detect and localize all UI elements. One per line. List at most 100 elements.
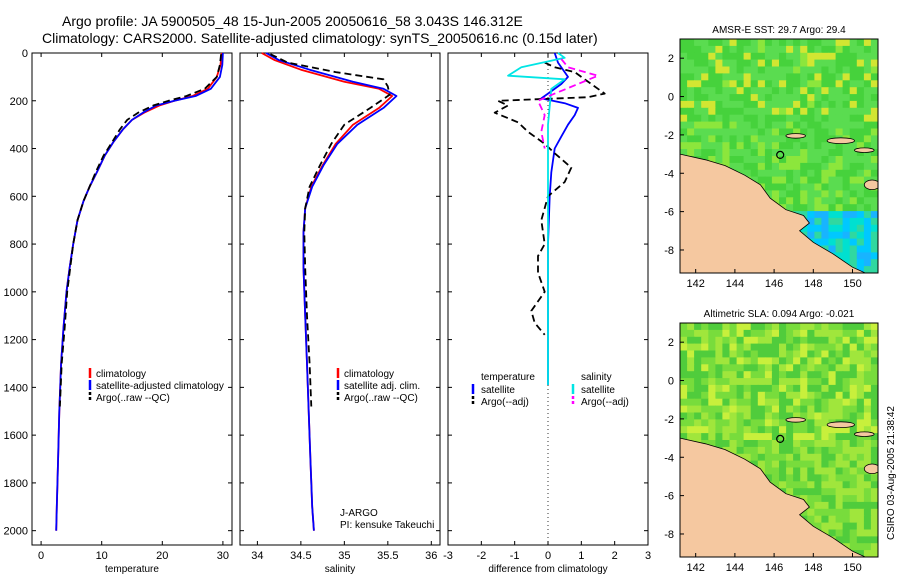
map-cell [800,426,808,434]
map-cell [694,433,702,441]
map-cell [750,426,759,434]
map-cell [729,336,738,345]
map-cell [757,440,766,448]
map-cell [701,343,709,352]
map-cell [835,66,844,74]
map-cell [842,169,851,178]
map-cell [842,211,851,219]
map-cell [807,488,815,496]
map-cell [856,190,865,198]
map-cell [849,52,858,61]
map-cell [687,419,695,427]
map-cell [856,176,865,185]
map-cell [856,323,865,331]
map-cell [856,259,865,267]
map-cell [814,66,823,74]
map-cell [835,156,844,164]
map-cell [743,169,752,178]
map-cell [800,59,808,68]
map-cell [680,142,688,150]
map-cell [729,433,738,441]
map-cell [842,481,851,489]
map-cell [750,100,759,109]
map-cell [870,94,878,102]
map-cell [870,343,878,352]
map-cell [800,73,808,81]
map-cell [757,39,766,47]
map-cell [764,323,773,331]
map-cell [849,59,858,68]
map-cell [856,128,865,136]
map-cell [680,336,688,345]
map-cell [729,156,738,164]
map-cell [779,190,787,198]
map-cell [870,107,878,116]
figure-title-line2: Climatology: CARS2000. Satellite-adjuste… [42,30,598,46]
map-cell [842,460,851,469]
x-tick-label: 2 [612,550,618,562]
map-cell [764,73,773,81]
map-cell [849,384,858,393]
map-cell [786,323,794,331]
map-cell [793,371,801,379]
map-cell [835,73,844,81]
map-cell [835,529,844,537]
map-cell [807,495,815,503]
map-cell [729,87,738,95]
map-cell [828,100,837,109]
map-cell [842,94,851,102]
map-cell [764,371,773,379]
map-cell [715,59,724,68]
map-cell [835,183,844,191]
map-cell [680,128,688,136]
map-cell [680,135,688,143]
map-cell [729,378,738,386]
map-cell [828,87,837,95]
map-cell [842,114,851,123]
map-cell [771,398,780,407]
map-cell [729,343,738,352]
map-cell [779,197,787,205]
map-cell [835,508,844,517]
map-cell [835,169,844,178]
map-cell [750,433,759,441]
map-cell [807,460,815,469]
x-tick-label: 146 [765,278,783,290]
map-cell [807,350,815,358]
map-cell [849,371,858,379]
map-cell [835,501,844,510]
map-cell [680,52,688,61]
map-cell [736,378,745,386]
map-cell [736,66,745,74]
island [826,421,855,429]
map-cell [786,371,794,379]
map-cell [821,204,830,212]
legend-label: climatology [344,369,394,380]
map-cell [835,371,844,379]
map-cell [764,433,773,441]
plot-frame [31,52,233,546]
map-cell [750,87,759,95]
map-cell [729,135,738,143]
x-tick-label: 0 [545,550,551,562]
map-cell [807,426,815,434]
map-cell [828,128,837,136]
map-cell [807,149,815,157]
map-cell [786,80,794,88]
map-cell [694,371,702,379]
map-cell [779,59,787,68]
map-cell [701,384,709,393]
map-cell [793,419,801,427]
map-cell [715,350,724,358]
map-cell [701,329,709,338]
landmass-new-guinea [680,437,867,557]
map-cell [870,350,878,358]
map-cell [800,52,808,61]
map-cell [835,446,844,455]
map-cell [842,495,851,503]
map-cell [814,121,823,130]
map-cell [771,440,780,448]
map-cell [800,204,808,212]
map-cell [807,329,815,338]
island [826,137,855,145]
